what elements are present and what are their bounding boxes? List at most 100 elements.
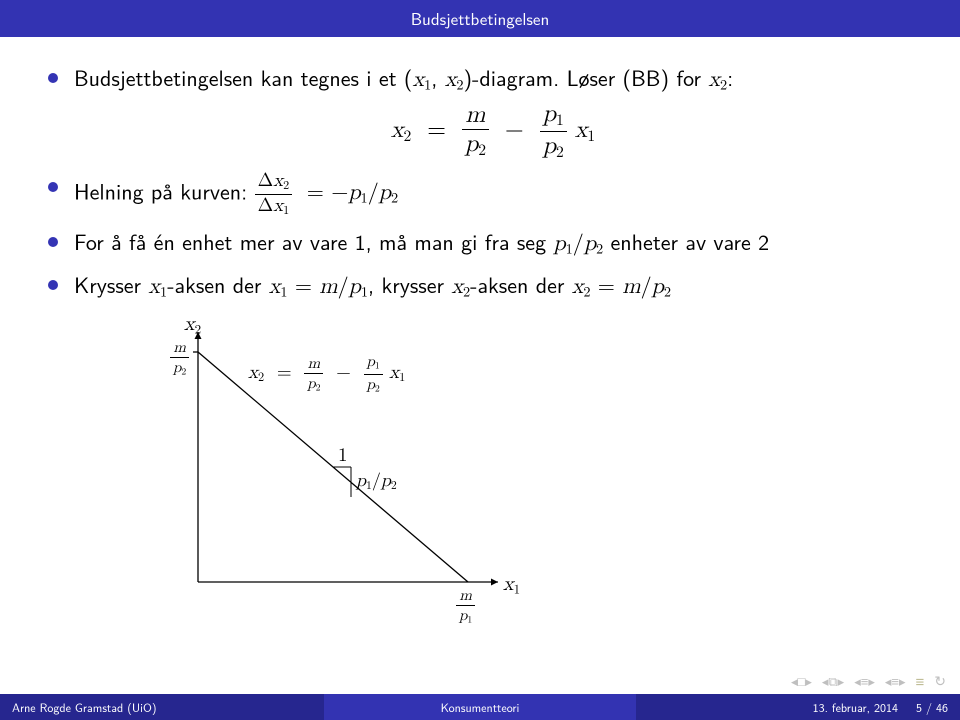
fle-x2: x: [248, 363, 258, 382]
nav-goto-icon[interactable]: ≡: [916, 670, 925, 692]
b3-p1s: 1: [566, 242, 573, 257]
eq-p1s: 1: [556, 113, 564, 129]
b3-p2: p: [584, 233, 596, 255]
b4-m1: m: [319, 276, 337, 298]
b2-x2: x: [273, 171, 283, 190]
footline-author: Arne Rogde Gramstad (UiO): [0, 694, 324, 720]
fle-m: m: [304, 356, 323, 374]
b4-m2: m: [622, 276, 640, 298]
b2-p1: p: [348, 182, 360, 204]
b4-c: , krysser: [368, 268, 451, 300]
yi-p2s: 2: [181, 367, 186, 377]
eq-p1: p: [543, 102, 556, 126]
eq-eq: =: [427, 118, 446, 142]
b2-sl: /: [368, 182, 379, 204]
footer-title-text: Konsumentteori: [441, 698, 520, 716]
b4-p2bs: 2: [664, 284, 671, 299]
b4-eq2: =: [598, 276, 615, 298]
b2-x1s: 1: [283, 205, 289, 217]
b4-sl1: /: [338, 276, 349, 298]
b1-text-c: )-diagram. Løser (BB) for: [463, 61, 701, 93]
nav-forward-frame-icon[interactable]: ◂≡▸: [885, 672, 906, 691]
sym-x2: x: [445, 69, 457, 91]
eq-x1s: 1: [587, 129, 595, 145]
xi-p1s: 1: [467, 615, 472, 625]
b2-minus: −: [331, 182, 348, 204]
eq-p2s: 2: [478, 143, 486, 159]
fle-p2b: p: [367, 377, 375, 392]
nav-refresh-icon[interactable]: ↻: [934, 671, 946, 691]
footer-author-text: Arne Rogde Gramstad (UiO): [12, 698, 157, 716]
fle-x1s: 1: [399, 372, 405, 384]
footline: Arne Rogde Gramstad (UiO) Konsumentteori…: [0, 694, 960, 720]
ft-p1: p: [356, 472, 366, 490]
frame-title: Budsjettbetingelsen: [411, 6, 550, 31]
fle-min: −: [336, 363, 351, 382]
bullet-4: Krysser x1-aksen der x1 = m/p1, krysser …: [48, 270, 912, 303]
b2-text: Helning på kurven:: [74, 174, 255, 206]
b1-text-a: Budsjettbetingelsen kan tegnes i et (: [74, 61, 412, 93]
fle-x1: x: [389, 363, 399, 382]
sym-x2b: x: [708, 69, 720, 91]
eq-x2s: 2: [403, 129, 411, 145]
b4-sl2: /: [641, 276, 652, 298]
bullet-2: Helning på kurven: ∆x2 ∆x1 = −p1/p2: [48, 172, 912, 217]
b2-x1: x: [273, 196, 283, 215]
b4-x2bs: 2: [583, 284, 590, 299]
b4-eq1: =: [295, 276, 312, 298]
fle-eq: =: [277, 363, 292, 382]
budget-line-figure: x2 x1 mp2 mp1 x2 = mp2 − p1p2 x1 1 p1/p2: [138, 312, 568, 612]
b1-text-b: ,: [431, 61, 444, 93]
b4-a: Krysser: [74, 268, 148, 300]
b3-sl: /: [573, 233, 584, 255]
b3-text: For å få én enhet mer av vare 1, må man …: [74, 225, 553, 257]
beamer-nav-symbols: ◂□▸ ◂⧉▸ ◂≡▸ ◂≡▸ ≡ ↻: [791, 670, 946, 692]
footer-date-text: 13. februar, 2014: [813, 698, 898, 716]
figlab-x1: x: [503, 574, 514, 594]
fle-p1s: 1: [375, 361, 380, 371]
equation-main: x2 = mp2 − p1p2 x1: [74, 102, 912, 162]
ft-sl: /: [372, 472, 381, 490]
fle-p2s: 2: [316, 382, 321, 392]
fig-x-intercept: mp1: [456, 588, 475, 625]
footer-page-text: 5 / 46: [916, 698, 948, 716]
b4-x1bs: 1: [280, 284, 287, 299]
fig-y-axis-label: x2: [184, 312, 201, 338]
bullet-3: For å få én enhet mer av vare 1, må man …: [48, 227, 912, 260]
b4-d: -aksen der: [470, 268, 572, 300]
ft-p2: p: [381, 472, 391, 490]
b2-p1s: 1: [361, 191, 368, 206]
bullet-1: Budsjettbetingelsen kan tegnes i et (x1,…: [48, 63, 912, 162]
eq-minus: −: [505, 118, 524, 142]
ft-p2s: 2: [391, 481, 397, 492]
fle-p2bs: 2: [375, 383, 380, 393]
figlab-x1s: 1: [514, 584, 521, 597]
sym-x: x: [412, 69, 424, 91]
b4-x2b: x: [572, 276, 584, 298]
b4-p1s: 1: [361, 284, 368, 299]
fig-y-intercept: mp2: [170, 340, 189, 377]
b4-b: -aksen der: [167, 268, 269, 300]
b2-p2s: 2: [391, 191, 398, 206]
b2-p2: p: [379, 182, 391, 204]
nav-back-section-icon[interactable]: ◂□▸: [791, 672, 812, 691]
b2-eq: =: [307, 182, 324, 204]
fle-x2s: 2: [258, 372, 264, 384]
nav-back-subsection-icon[interactable]: ◂⧉▸: [822, 672, 844, 691]
eq-x: x: [391, 118, 404, 142]
yi-m: m: [170, 340, 189, 358]
eq-x1: x: [575, 118, 588, 142]
b4-x1: x: [148, 276, 160, 298]
fle-p2: p: [307, 376, 315, 391]
b4-p2b: p: [652, 276, 664, 298]
b4-x1b: x: [269, 276, 281, 298]
b2-d1: ∆: [258, 171, 274, 190]
b1-text-d: :: [727, 61, 733, 93]
eq-p2bs: 2: [556, 145, 564, 161]
nav-back-frame-icon[interactable]: ◂≡▸: [854, 672, 875, 691]
b2-d2: ∆: [258, 196, 274, 215]
fig-line-equation: x2 = mp2 − p1p2 x1: [248, 354, 405, 393]
figlab-x2s: 2: [195, 324, 202, 337]
footline-date-page: 13. februar, 2014 5 / 46: [636, 694, 960, 720]
fle-p1: p: [367, 354, 375, 369]
